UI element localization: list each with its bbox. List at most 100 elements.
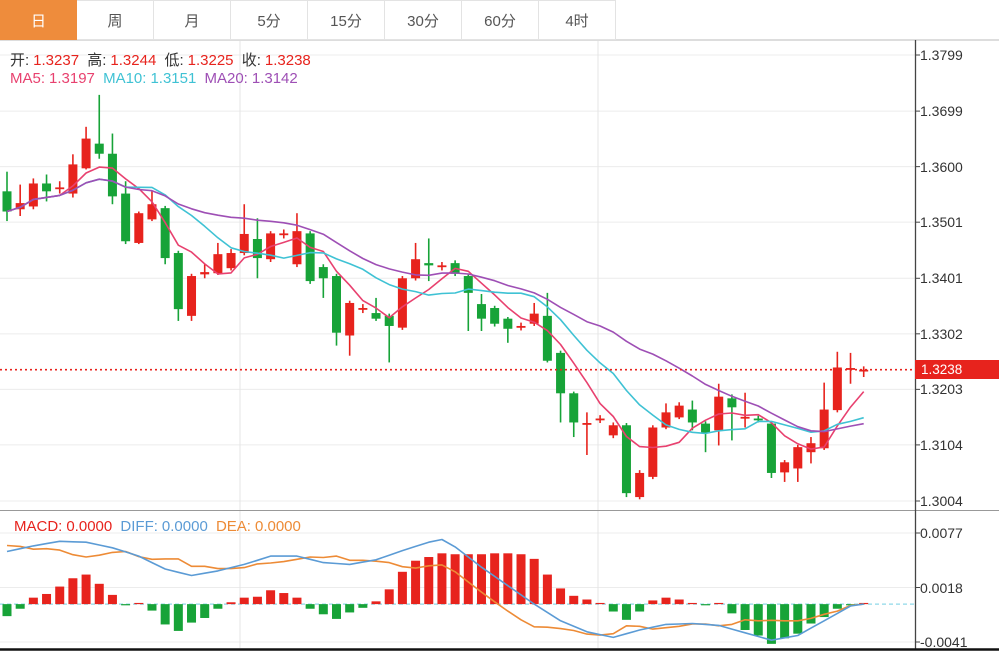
candle[interactable]: [463, 276, 473, 293]
macd-bar[interactable]: [42, 593, 52, 605]
macd-bar[interactable]: [213, 604, 223, 609]
candle[interactable]: [424, 263, 434, 266]
candle[interactable]: [556, 352, 566, 394]
candle[interactable]: [239, 233, 249, 254]
candle[interactable]: [107, 153, 117, 197]
macd-bar[interactable]: [279, 593, 289, 605]
macd-bar[interactable]: [200, 604, 210, 618]
macd-bar[interactable]: [463, 554, 473, 605]
candle[interactable]: [476, 304, 486, 319]
candle[interactable]: [173, 253, 183, 310]
macd-bar[interactable]: [55, 586, 65, 605]
candle[interactable]: [859, 369, 869, 372]
candle[interactable]: [529, 313, 539, 324]
candle[interactable]: [437, 265, 447, 268]
macd-bar[interactable]: [503, 553, 513, 605]
candle[interactable]: [187, 276, 197, 316]
macd-bar[interactable]: [424, 557, 434, 605]
candle[interactable]: [147, 204, 157, 220]
macd-bar[interactable]: [134, 602, 144, 605]
macd-bar[interactable]: [15, 604, 25, 609]
macd-bar[interactable]: [345, 604, 355, 613]
candle[interactable]: [701, 423, 711, 434]
macd-bar[interactable]: [397, 571, 407, 605]
candle[interactable]: [569, 393, 579, 423]
macd-bar[interactable]: [318, 604, 328, 615]
candle[interactable]: [292, 231, 302, 265]
macd-bar[interactable]: [701, 604, 711, 606]
macd-bar[interactable]: [556, 588, 566, 605]
candle[interactable]: [595, 418, 605, 421]
macd-bar[interactable]: [753, 604, 763, 636]
candle[interactable]: [806, 443, 816, 453]
macd-bar[interactable]: [292, 597, 302, 605]
macd-bar[interactable]: [806, 604, 816, 624]
macd-bar[interactable]: [490, 553, 500, 605]
macd-bar[interactable]: [516, 554, 526, 605]
candle[interactable]: [674, 405, 684, 418]
macd-bar[interactable]: [252, 596, 262, 605]
tab-day[interactable]: 日: [0, 0, 77, 40]
macd-bar[interactable]: [635, 604, 645, 612]
macd-bar[interactable]: [226, 602, 236, 605]
macd-bar[interactable]: [187, 604, 197, 623]
candle[interactable]: [621, 425, 631, 494]
macd-bar[interactable]: [358, 604, 368, 608]
macd-bar[interactable]: [68, 578, 78, 605]
candle[interactable]: [332, 276, 341, 333]
candle[interactable]: [661, 412, 671, 428]
macd-bar[interactable]: [608, 604, 618, 612]
macd-bar[interactable]: [305, 604, 315, 609]
candle[interactable]: [68, 164, 78, 194]
tab-week[interactable]: 周: [77, 0, 154, 40]
macd-bar[interactable]: [674, 599, 684, 605]
macd-bar[interactable]: [595, 602, 605, 605]
candle[interactable]: [490, 308, 500, 324]
macd-bar[interactable]: [621, 604, 631, 620]
candle[interactable]: [516, 325, 526, 328]
macd-bar[interactable]: [160, 604, 170, 625]
candle[interactable]: [766, 423, 776, 473]
macd-bar[interactable]: [239, 597, 249, 605]
macd-bar[interactable]: [582, 599, 592, 605]
macd-bar[interactable]: [714, 602, 724, 605]
macd-bar[interactable]: [384, 589, 394, 605]
candle[interactable]: [740, 416, 750, 419]
macd-bar[interactable]: [147, 604, 157, 611]
macd-bar[interactable]: [529, 558, 539, 605]
macd-bar[interactable]: [542, 574, 552, 605]
macd-bar[interactable]: [2, 604, 12, 617]
candle[interactable]: [832, 367, 842, 411]
candle[interactable]: [252, 239, 262, 259]
macd-bar[interactable]: [819, 604, 829, 618]
candle[interactable]: [226, 253, 236, 269]
tab-month[interactable]: 月: [154, 0, 231, 40]
tab-15min[interactable]: 15分: [308, 0, 385, 40]
candle[interactable]: [318, 267, 328, 279]
candle[interactable]: [780, 462, 790, 473]
candle[interactable]: [305, 233, 315, 282]
macd-bar[interactable]: [687, 602, 697, 605]
candle[interactable]: [42, 183, 52, 192]
candle[interactable]: [371, 313, 381, 319]
macd-bar[interactable]: [740, 604, 750, 630]
macd-bar[interactable]: [411, 560, 421, 605]
candle[interactable]: [648, 427, 658, 477]
candle[interactable]: [727, 398, 737, 408]
candle[interactable]: [358, 308, 368, 310]
macd-bar[interactable]: [648, 600, 658, 605]
candle[interactable]: [411, 259, 421, 279]
candle[interactable]: [15, 203, 25, 210]
macd-bar[interactable]: [107, 594, 117, 605]
macd-bar[interactable]: [859, 602, 869, 605]
macd-bar[interactable]: [450, 554, 460, 605]
candle[interactable]: [81, 138, 91, 169]
macd-bar[interactable]: [371, 601, 381, 605]
macd-bar[interactable]: [766, 604, 776, 644]
candle[interactable]: [635, 472, 645, 498]
candle[interactable]: [819, 409, 829, 449]
macd-bar[interactable]: [793, 604, 803, 634]
macd-bar[interactable]: [832, 604, 842, 609]
candle[interactable]: [608, 425, 618, 436]
